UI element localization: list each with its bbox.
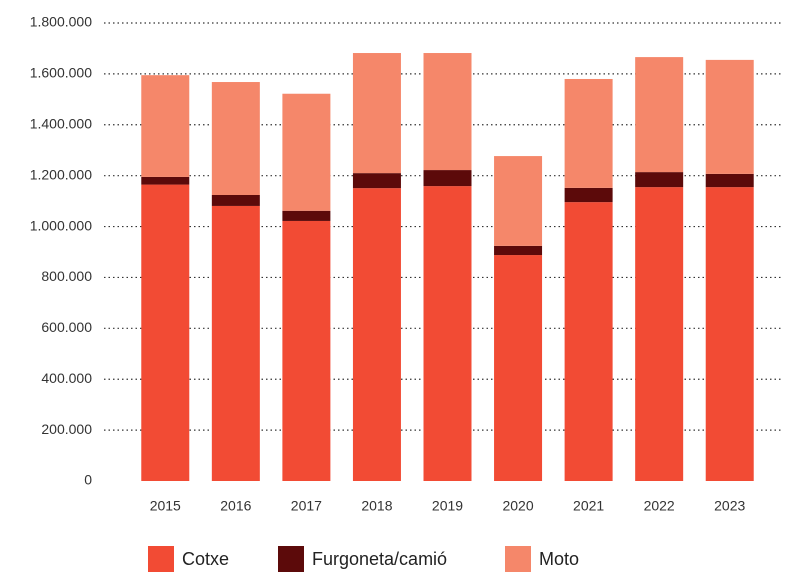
- bar-segment: [352, 173, 401, 189]
- bar-segment: [635, 57, 684, 173]
- x-tick-label: 2021: [573, 498, 604, 514]
- bar-segment: [705, 173, 754, 188]
- bar-segment: [564, 202, 613, 481]
- y-tick-label: 1.000.000: [30, 217, 92, 233]
- bar-segment: [141, 184, 190, 482]
- bar-segment: [635, 187, 684, 481]
- x-tick-label: 2020: [502, 498, 533, 514]
- bar-segment: [705, 187, 754, 481]
- bar-segment: [494, 245, 543, 256]
- bar-segment: [141, 176, 190, 185]
- y-tick-label: 600.000: [41, 319, 92, 335]
- legend-label: Cotxe: [182, 549, 229, 569]
- y-tick-label: 800.000: [41, 268, 92, 284]
- bar-segment: [282, 220, 331, 482]
- x-tick-label: 2016: [220, 498, 251, 514]
- legend-swatch: [505, 546, 531, 572]
- bar-segment: [494, 255, 543, 481]
- y-tick-label: 1.800.000: [30, 14, 92, 30]
- y-tick-label: 1.200.000: [30, 166, 92, 182]
- bar-segment: [211, 195, 260, 206]
- bar-segment: [423, 53, 472, 171]
- x-tick-label: 2022: [644, 498, 675, 514]
- bar-segment: [352, 53, 401, 174]
- legend-swatch: [278, 546, 304, 572]
- bar-segment: [282, 210, 331, 221]
- bar-segment: [494, 156, 543, 246]
- y-tick-label: 200.000: [41, 421, 92, 437]
- x-tick-label: 2015: [150, 498, 181, 514]
- bar-segment: [423, 186, 472, 482]
- x-tick-label: 2017: [291, 498, 322, 514]
- bar-segment: [282, 93, 331, 211]
- bar-segment: [705, 59, 754, 174]
- legend-label: Moto: [539, 549, 579, 569]
- legend-label: Furgoneta/camió: [312, 549, 447, 569]
- x-tick-label: 2018: [361, 498, 392, 514]
- bar-segment: [564, 187, 613, 203]
- bar-segment: [211, 82, 260, 196]
- bar-segment: [141, 75, 190, 177]
- legend-swatch: [148, 546, 174, 572]
- bar-segment: [352, 188, 401, 481]
- y-tick-label: 400.000: [41, 370, 92, 386]
- x-tick-label: 2023: [714, 498, 745, 514]
- bar-segment: [423, 170, 472, 187]
- y-tick-label: 1.400.000: [30, 115, 92, 131]
- y-tick-label: 1.600.000: [30, 65, 92, 81]
- x-tick-label: 2019: [432, 498, 463, 514]
- bar-segment: [211, 205, 260, 481]
- bar-segment: [635, 172, 684, 188]
- bar-segment: [564, 78, 613, 188]
- y-tick-label: 0: [84, 472, 92, 488]
